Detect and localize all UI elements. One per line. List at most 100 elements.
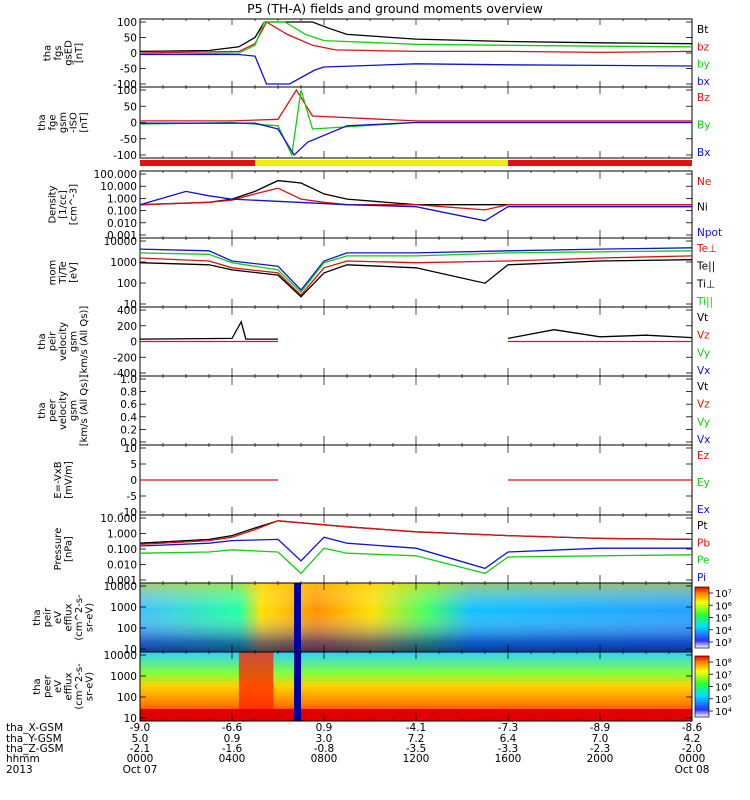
ephemeris-value: -9.0	[130, 722, 151, 734]
y-tick-label: 10	[124, 713, 137, 725]
y-tick-label: 10000	[104, 236, 137, 248]
y-axis-label-line: (cm^2-s-	[74, 663, 85, 710]
ephemeris-value: -4.1	[406, 722, 427, 734]
spectrogram-gap	[294, 583, 301, 652]
colorbar-tick-label: 10⁶	[715, 601, 732, 612]
y-tick-label: 0.001	[107, 575, 137, 587]
y-tick-label: -10	[120, 507, 137, 519]
y-axis-label-line: [cm^-3]	[69, 184, 80, 225]
legend-entry: Ez	[697, 450, 710, 462]
ephemeris-value: 7.2	[408, 733, 425, 745]
ephemeris-row-label: tha_Z-GSM	[6, 743, 64, 755]
y-axis-label-line: [nPa]	[63, 536, 74, 562]
series-line-bx	[140, 121, 692, 157]
ephemeris-value: -8.6	[682, 722, 703, 734]
y-tick-label: 0.2	[120, 424, 137, 436]
legend-entry: Vy	[697, 416, 710, 428]
y-tick-label: 10	[124, 299, 137, 311]
y-axis-label-line: efflux	[63, 672, 74, 700]
y-axis-label-line: [eV]	[69, 262, 80, 283]
colorbar-tick-label: 10⁴	[715, 626, 732, 637]
y-axis-label-line: fgs	[53, 45, 64, 60]
y-tick-label: 0.100	[107, 206, 137, 218]
y-axis-label: Density[1/cc][cm^-3]	[48, 184, 80, 225]
y-axis-label: thafgsgsED[nT]	[42, 40, 85, 66]
ephemeris-value: -0.8	[314, 743, 335, 755]
panel-5: 400 200 0 -200 -400 thapeirvelocitygsm[km/s (…	[37, 305, 710, 380]
y-tick-label: -50	[120, 134, 137, 146]
y-axis-label-line: peir	[48, 331, 59, 351]
y-tick-label: 10000	[104, 650, 137, 662]
y-axis-label: thapeireVefflux(cm^2-s-sr-eV)	[32, 594, 96, 641]
ephemeris-value: -7.3	[498, 722, 519, 734]
y-tick-label: -200	[113, 352, 137, 364]
y-tick-label: 100	[117, 278, 137, 290]
y-axis-label-line: tha	[37, 333, 48, 349]
y-tick-label: -400	[113, 368, 137, 380]
y-tick-label: 0.001	[107, 230, 137, 242]
y-tick-label: 0.8	[120, 387, 137, 399]
y-tick-label: -50	[120, 64, 137, 76]
y-axis-label: thapeervelocitygsm[km/s (All Qs)]	[37, 375, 90, 447]
mode-bar-segment	[255, 160, 508, 166]
y-axis-label-line: mom	[48, 260, 59, 286]
ephemeris-value: 5.0	[132, 733, 149, 745]
ephemeris-value: 1600	[495, 753, 522, 765]
ephemeris-value: -2.0	[682, 743, 703, 755]
ephemeris-value: 0.9	[224, 733, 241, 745]
mode-bar-segment	[508, 160, 692, 166]
y-axis-label-line: (cm^2-s-	[74, 594, 85, 641]
y-tick-label: 1.0	[120, 374, 137, 386]
legend-entry: Pb	[697, 537, 710, 549]
y-axis-label-line: [km/s (All Qs)]	[79, 375, 90, 447]
y-axis-label-line: gsm	[69, 331, 80, 352]
colorbar-tick-label: 10⁸	[715, 658, 732, 669]
y-tick-label: 0.010	[107, 218, 137, 230]
series-line-ti	[139, 247, 693, 291]
legend-entry: Ni	[697, 202, 708, 214]
y-tick-label: -5	[127, 491, 137, 503]
colorbar-tick-label: 10⁴	[715, 707, 732, 718]
y-axis-label-line: tha	[32, 609, 43, 625]
y-axis-label: momTi/Te[eV]	[48, 260, 80, 286]
ephemeris-value: -3.3	[498, 743, 519, 755]
legend-entry: Bx	[697, 147, 710, 159]
legend-entry: bx	[697, 76, 710, 88]
y-tick-label: 200	[117, 321, 137, 333]
ephemeris-row-label: tha_Y-GSM	[6, 733, 62, 745]
y-axis-label: thapeereVefflux(cm^2-s-sr-eV)	[32, 663, 96, 710]
legend-entry: Pi	[697, 572, 706, 584]
y-axis-label-line: efflux	[63, 603, 74, 631]
ephemeris-row-label: hhmm	[6, 753, 40, 765]
y-tick-label: 1.000	[107, 193, 137, 205]
series-line-pb	[139, 520, 693, 546]
y-axis-label-line: [nT]	[79, 112, 90, 132]
ephemeris-row-label: tha_X-GSM	[6, 722, 63, 734]
y-axis-label-line: E=-VxB	[53, 461, 64, 498]
panel-frame	[139, 514, 693, 584]
y-axis-label-line: eV	[53, 680, 64, 693]
y-tick-label: 1000	[110, 602, 137, 614]
ephemeris-value: 0400	[219, 753, 246, 765]
mode-bar-segment	[140, 160, 255, 166]
series-line-bz	[140, 88, 692, 122]
series-line-vt	[507, 329, 693, 340]
legend-entry: Vy	[697, 347, 710, 359]
spectrogram-shade	[140, 583, 692, 652]
y-axis-label: thapeirvelocitygsm[km/s (All Qs)]	[37, 306, 90, 378]
legend-entry: Pe	[697, 555, 709, 567]
panel-frame	[139, 375, 693, 446]
y-axis-label-line: [nT]	[74, 43, 85, 63]
y-axis-label-line: eV	[53, 611, 64, 624]
y-axis-label-line: tha	[32, 678, 43, 694]
y-axis-label-line: peir	[42, 607, 53, 627]
panel-7: 10 5 0 -5 -10 E=-VxB[mV/m] Ez Ey Ex	[53, 443, 710, 519]
series-line-vt	[139, 320, 278, 340]
y-tick-label: 100	[117, 17, 137, 29]
legend-entry: Te⊥	[696, 243, 717, 255]
legend-entry: Vx	[697, 365, 710, 377]
ephemeris-value: -1.6	[222, 743, 243, 755]
ephemeris-value: Oct 08	[675, 764, 710, 776]
